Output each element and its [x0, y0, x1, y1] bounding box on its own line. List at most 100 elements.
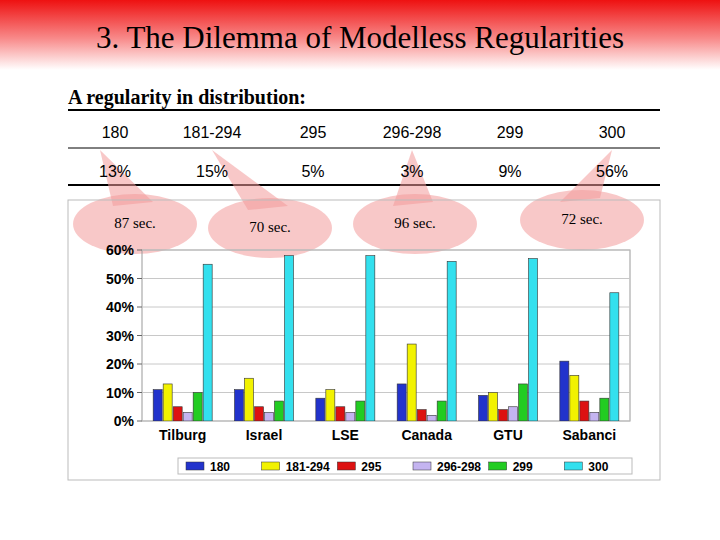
tick-label: 10% — [106, 385, 135, 401]
bar — [366, 256, 375, 421]
legend-swatch — [564, 462, 582, 470]
annotation: 70 sec. — [249, 219, 291, 235]
annotation: 96 sec. — [394, 215, 436, 231]
plot-frame — [142, 250, 630, 421]
bar — [590, 412, 599, 421]
legend-label: 295 — [361, 460, 381, 474]
bubble — [520, 190, 644, 250]
grid-line — [142, 392, 630, 393]
category-label: Canada — [401, 427, 452, 443]
bar — [529, 259, 538, 421]
bar — [285, 256, 294, 421]
category-label: Israel — [246, 427, 283, 443]
table-header: 296-298 — [383, 124, 442, 141]
tick — [137, 278, 142, 279]
header-band — [0, 0, 720, 70]
category-label: Sabanci — [562, 427, 616, 443]
legend-label: 181-294 — [286, 460, 330, 474]
bubble — [353, 194, 477, 254]
legend-label: 296-298 — [437, 460, 481, 474]
tick-label: 60% — [106, 242, 135, 258]
legend-swatch — [413, 462, 431, 470]
tick — [137, 392, 142, 393]
bar — [397, 384, 406, 421]
legend-label: 299 — [513, 460, 533, 474]
title: 3. The Dilemma of Modelless Regularities — [96, 20, 624, 55]
bars — [153, 256, 619, 421]
bar — [275, 401, 284, 421]
bar — [610, 293, 619, 421]
tick — [137, 250, 142, 251]
tick-label: 0% — [114, 413, 135, 429]
bar — [203, 264, 212, 421]
bar — [356, 401, 365, 421]
grid-line — [142, 335, 630, 336]
bar — [173, 407, 182, 421]
table-header: 299 — [497, 124, 524, 141]
grid-line — [142, 278, 630, 279]
bubbles — [73, 150, 644, 258]
category-label: LSE — [332, 427, 359, 443]
chart-frame — [68, 200, 660, 480]
tick — [137, 307, 142, 308]
legend-swatch — [186, 462, 204, 470]
grid-line — [142, 250, 630, 251]
bubble — [73, 194, 197, 254]
table-header: 181-294 — [183, 124, 242, 141]
bar — [336, 407, 345, 421]
table-rule — [68, 109, 660, 111]
bar — [153, 390, 162, 421]
category-label: GTU — [493, 427, 523, 443]
bar — [255, 407, 264, 421]
bar — [499, 410, 508, 421]
tick-label: 20% — [106, 356, 135, 372]
legend-swatch — [489, 462, 507, 470]
tick — [137, 364, 142, 365]
bar — [193, 393, 202, 422]
table-header: 180 — [102, 124, 129, 141]
table-cell: 15% — [196, 163, 228, 180]
annotation: 72 sec. — [561, 211, 603, 227]
bar — [437, 401, 446, 421]
tick-label: 30% — [106, 328, 135, 344]
bar — [407, 344, 416, 421]
bar — [346, 412, 355, 421]
bar — [427, 415, 436, 421]
bar — [265, 412, 274, 421]
legend-label: 180 — [210, 460, 230, 474]
table-cell: 13% — [99, 163, 131, 180]
bar — [560, 361, 569, 421]
table-rule — [68, 184, 660, 186]
table-cell: 56% — [596, 163, 628, 180]
bar — [570, 375, 579, 421]
legend-box — [178, 458, 632, 474]
grid-line — [142, 364, 630, 365]
bar — [600, 398, 609, 421]
legend-swatch — [337, 462, 355, 470]
bar — [326, 390, 335, 421]
bar — [417, 410, 426, 421]
subtitle: A regularity in distribution: — [68, 86, 306, 109]
table-cell: 9% — [498, 163, 521, 180]
bar — [316, 398, 325, 421]
bar — [183, 412, 192, 421]
tick — [137, 335, 142, 336]
tick-label: 50% — [106, 271, 135, 287]
bar — [519, 384, 528, 421]
tick — [137, 421, 142, 422]
bar — [580, 401, 589, 421]
category-label: Tilburg — [159, 427, 206, 443]
bar — [447, 261, 456, 421]
grid-line — [142, 307, 630, 308]
table-cell: 5% — [301, 163, 324, 180]
legend-label: 300 — [588, 460, 608, 474]
legend-swatch — [262, 462, 280, 470]
slide: 3. The Dilemma of Modelless Regularities… — [0, 0, 720, 540]
table-header: 300 — [599, 124, 626, 141]
bubble — [208, 198, 332, 258]
grid-line — [142, 421, 630, 422]
bar — [509, 407, 518, 421]
bar — [489, 393, 498, 422]
bar — [235, 390, 244, 421]
table-header: 295 — [300, 124, 327, 141]
